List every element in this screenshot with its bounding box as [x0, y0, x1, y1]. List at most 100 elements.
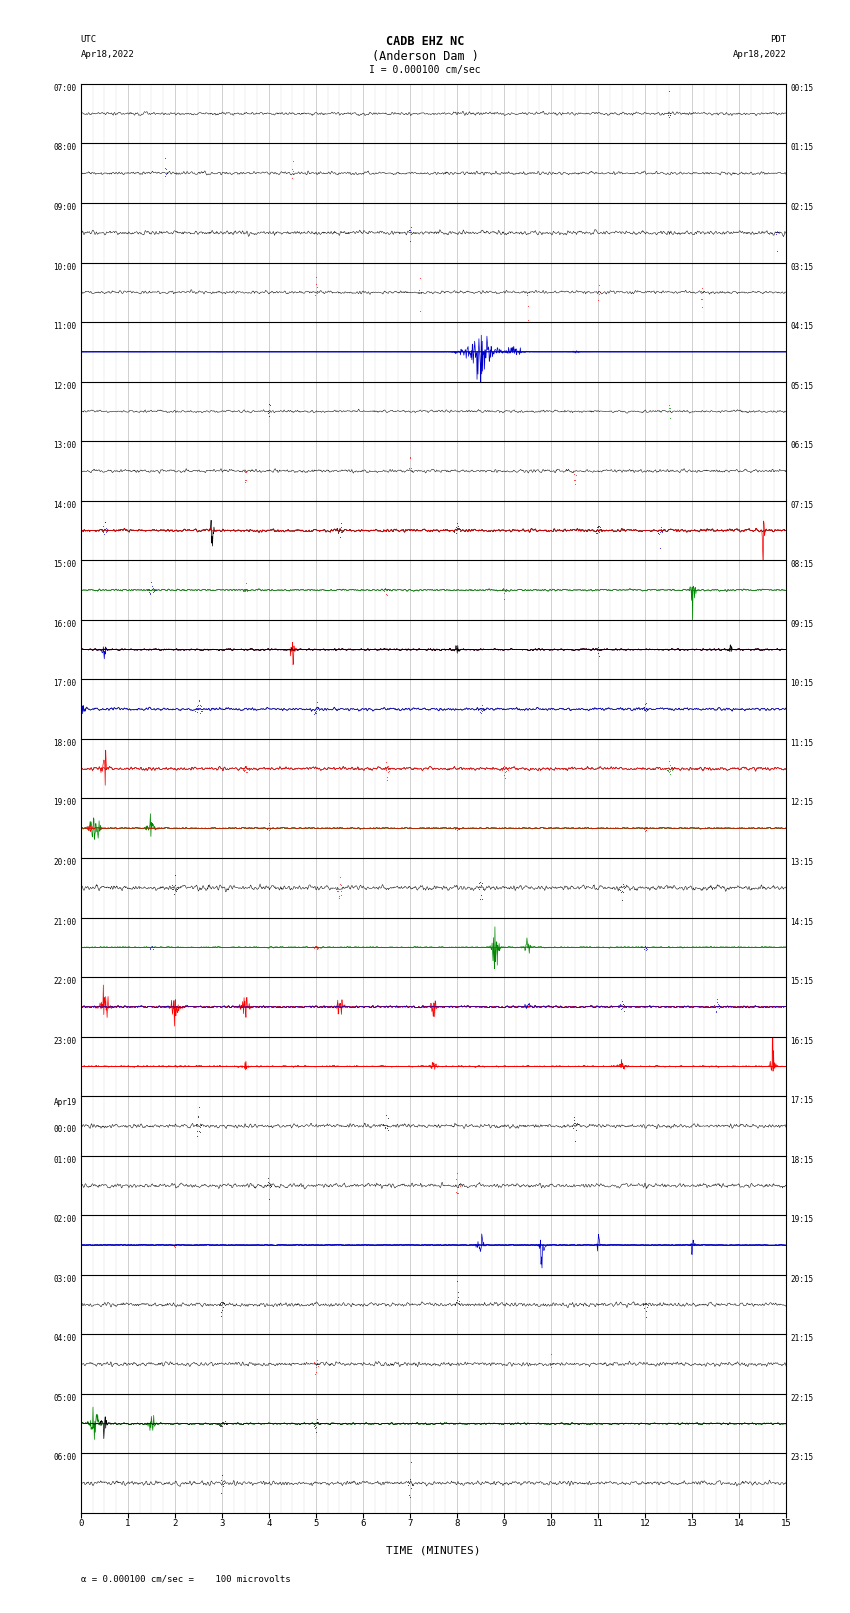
Point: [570, 1110, 584, 1136]
Point: [655, 519, 669, 545]
Point: [448, 815, 462, 840]
Point: [146, 934, 160, 960]
Point: [217, 1295, 230, 1321]
Point: [308, 1411, 321, 1437]
Point: [405, 1473, 419, 1498]
Point: [241, 758, 254, 784]
Point: [333, 518, 347, 544]
Point: [331, 874, 344, 900]
Point: [473, 876, 486, 902]
Point: [380, 768, 394, 794]
Point: [215, 1413, 229, 1439]
Text: 05:00: 05:00: [54, 1394, 76, 1403]
Point: [570, 1116, 583, 1142]
Text: 14:00: 14:00: [54, 500, 76, 510]
Point: [100, 518, 114, 544]
Point: [497, 579, 511, 605]
Point: [239, 569, 252, 595]
Point: [592, 637, 606, 663]
Point: [213, 1410, 227, 1436]
Point: [165, 873, 178, 898]
Point: [195, 1113, 208, 1139]
Point: [712, 992, 726, 1018]
Point: [568, 466, 581, 492]
Point: [194, 1111, 207, 1137]
Point: [638, 818, 651, 844]
Point: [381, 1116, 394, 1142]
Point: [643, 934, 656, 960]
Point: [592, 518, 605, 544]
Point: [378, 574, 392, 600]
Point: [239, 468, 252, 494]
Point: [637, 694, 650, 719]
Point: [380, 1116, 394, 1142]
Point: [403, 445, 416, 471]
Point: [451, 1279, 465, 1305]
Point: [332, 518, 346, 544]
Point: [143, 579, 156, 605]
Point: [382, 576, 396, 602]
Point: [636, 1292, 649, 1318]
Point: [619, 994, 632, 1019]
Point: [660, 758, 673, 784]
Point: [411, 281, 425, 306]
Point: [592, 519, 606, 545]
Point: [262, 400, 275, 426]
Point: [307, 934, 320, 960]
Text: 05:15: 05:15: [790, 382, 813, 390]
Point: [307, 934, 320, 960]
Point: [450, 815, 463, 840]
Point: [310, 281, 324, 306]
Point: [712, 995, 726, 1021]
Point: [380, 1113, 394, 1139]
Point: [309, 271, 322, 297]
Point: [653, 536, 666, 561]
Point: [451, 516, 465, 542]
Point: [148, 577, 162, 603]
Point: [497, 586, 511, 611]
Point: [214, 1411, 228, 1437]
Point: [412, 277, 426, 303]
Point: [212, 1411, 226, 1437]
Point: [664, 398, 677, 424]
Point: [545, 1342, 558, 1368]
Point: [216, 1473, 230, 1498]
Text: CADB EHZ NC: CADB EHZ NC: [386, 35, 464, 48]
Point: [694, 287, 708, 313]
Point: [653, 521, 666, 547]
Point: [472, 869, 485, 895]
Point: [239, 468, 252, 494]
Point: [148, 577, 162, 603]
Text: 12:00: 12:00: [54, 382, 76, 390]
Text: 20:15: 20:15: [790, 1274, 813, 1284]
Point: [261, 400, 275, 426]
Point: [237, 756, 251, 782]
Point: [662, 748, 676, 774]
Point: [402, 455, 416, 481]
Point: [216, 1289, 230, 1315]
Point: [476, 876, 490, 902]
Point: [286, 158, 300, 184]
Point: [471, 697, 484, 723]
Point: [308, 1350, 321, 1376]
Text: 17:00: 17:00: [54, 679, 76, 689]
Point: [160, 160, 173, 185]
Point: [264, 1173, 277, 1198]
Point: [639, 1290, 653, 1316]
Point: [450, 1268, 464, 1294]
Point: [614, 992, 627, 1018]
Point: [475, 698, 489, 724]
Point: [589, 518, 603, 544]
Point: [478, 697, 491, 723]
Point: [147, 934, 161, 960]
Point: [414, 279, 428, 305]
Point: [262, 1171, 275, 1197]
Point: [697, 279, 711, 305]
Point: [638, 815, 651, 840]
Point: [147, 576, 161, 602]
Point: [308, 1411, 321, 1437]
Point: [217, 1410, 230, 1436]
Point: [404, 215, 417, 240]
Text: 01:15: 01:15: [790, 144, 813, 152]
Point: [158, 163, 172, 189]
